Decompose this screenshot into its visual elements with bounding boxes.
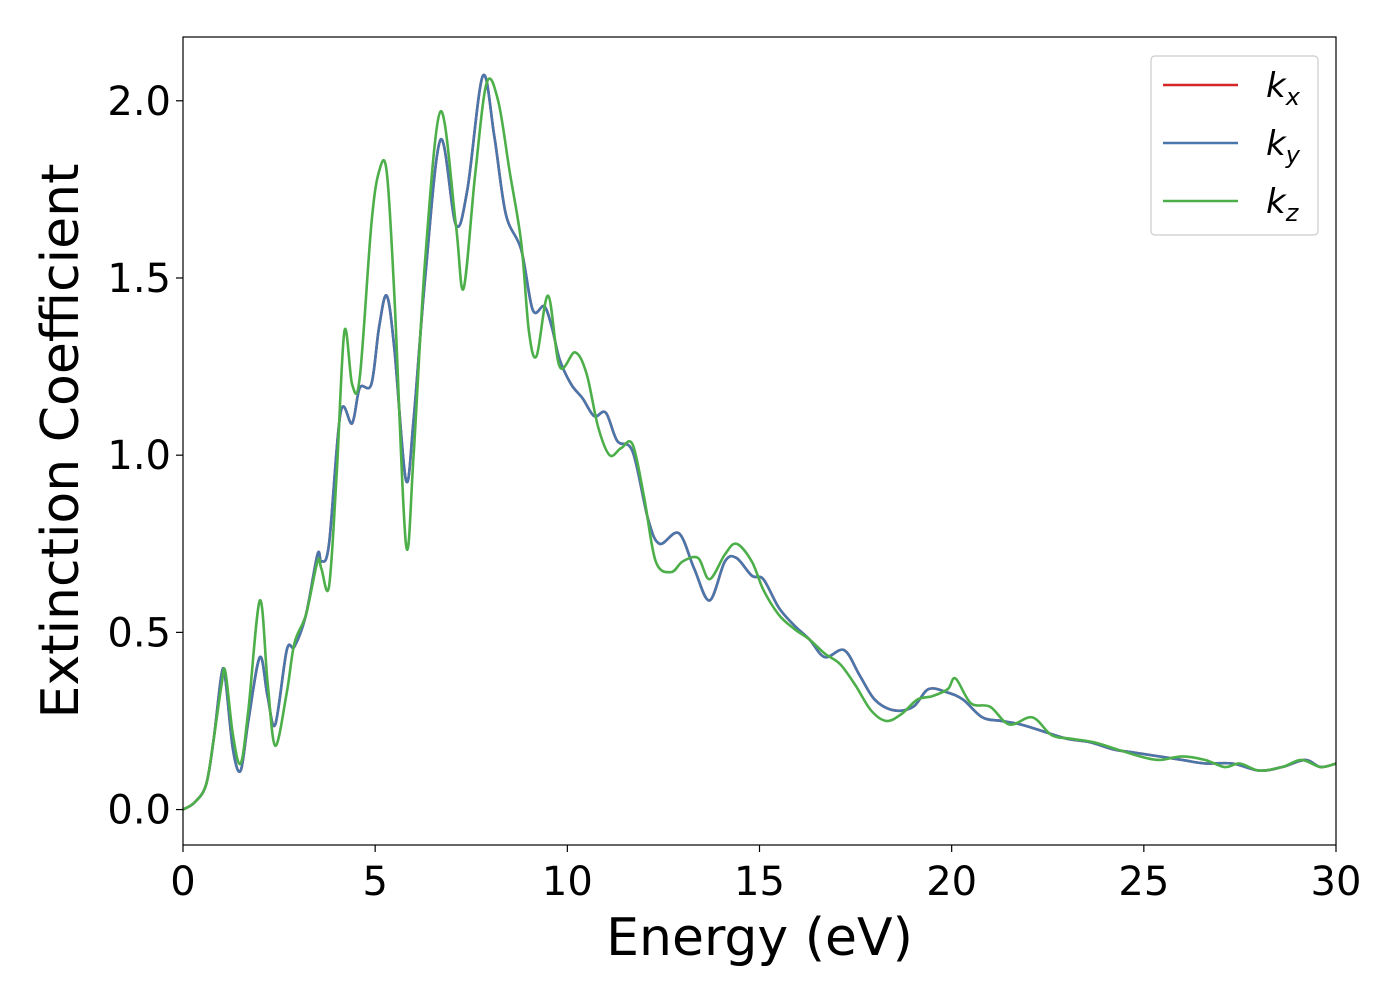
x-tick-label: 5 — [362, 859, 387, 905]
legend-label: ky — [1266, 124, 1301, 169]
y-axis-label: Extinction Coefficient — [31, 164, 91, 719]
legend-label: kz — [1266, 182, 1300, 227]
legend-box — [1150, 55, 1319, 236]
y-tick-label: 1.0 — [107, 433, 171, 479]
x-tick-label: 30 — [1311, 859, 1362, 905]
series-lines — [183, 73, 1336, 811]
x-tick-label: 10 — [542, 859, 593, 905]
y-tick-label: 1.5 — [107, 256, 171, 302]
axis-ticks: 0 5 10 15 20 25 30 0.0 0.5 1.0 1.5 2.0 — [107, 79, 1361, 905]
x-tick-label: 20 — [926, 859, 977, 905]
legend-label: kx — [1266, 66, 1301, 111]
series-line-k-z — [183, 77, 1336, 811]
y-tick-label: 2.0 — [107, 79, 171, 125]
x-tick-label: 25 — [1118, 859, 1169, 905]
x-tick-label: 0 — [170, 859, 195, 905]
x-axis-label: Energy (eV) — [606, 908, 913, 968]
legend: kx ky kz — [1150, 55, 1319, 236]
y-tick-label: 0.0 — [107, 788, 171, 834]
y-tick-label: 0.5 — [107, 610, 171, 656]
x-tick-label: 15 — [734, 859, 785, 905]
